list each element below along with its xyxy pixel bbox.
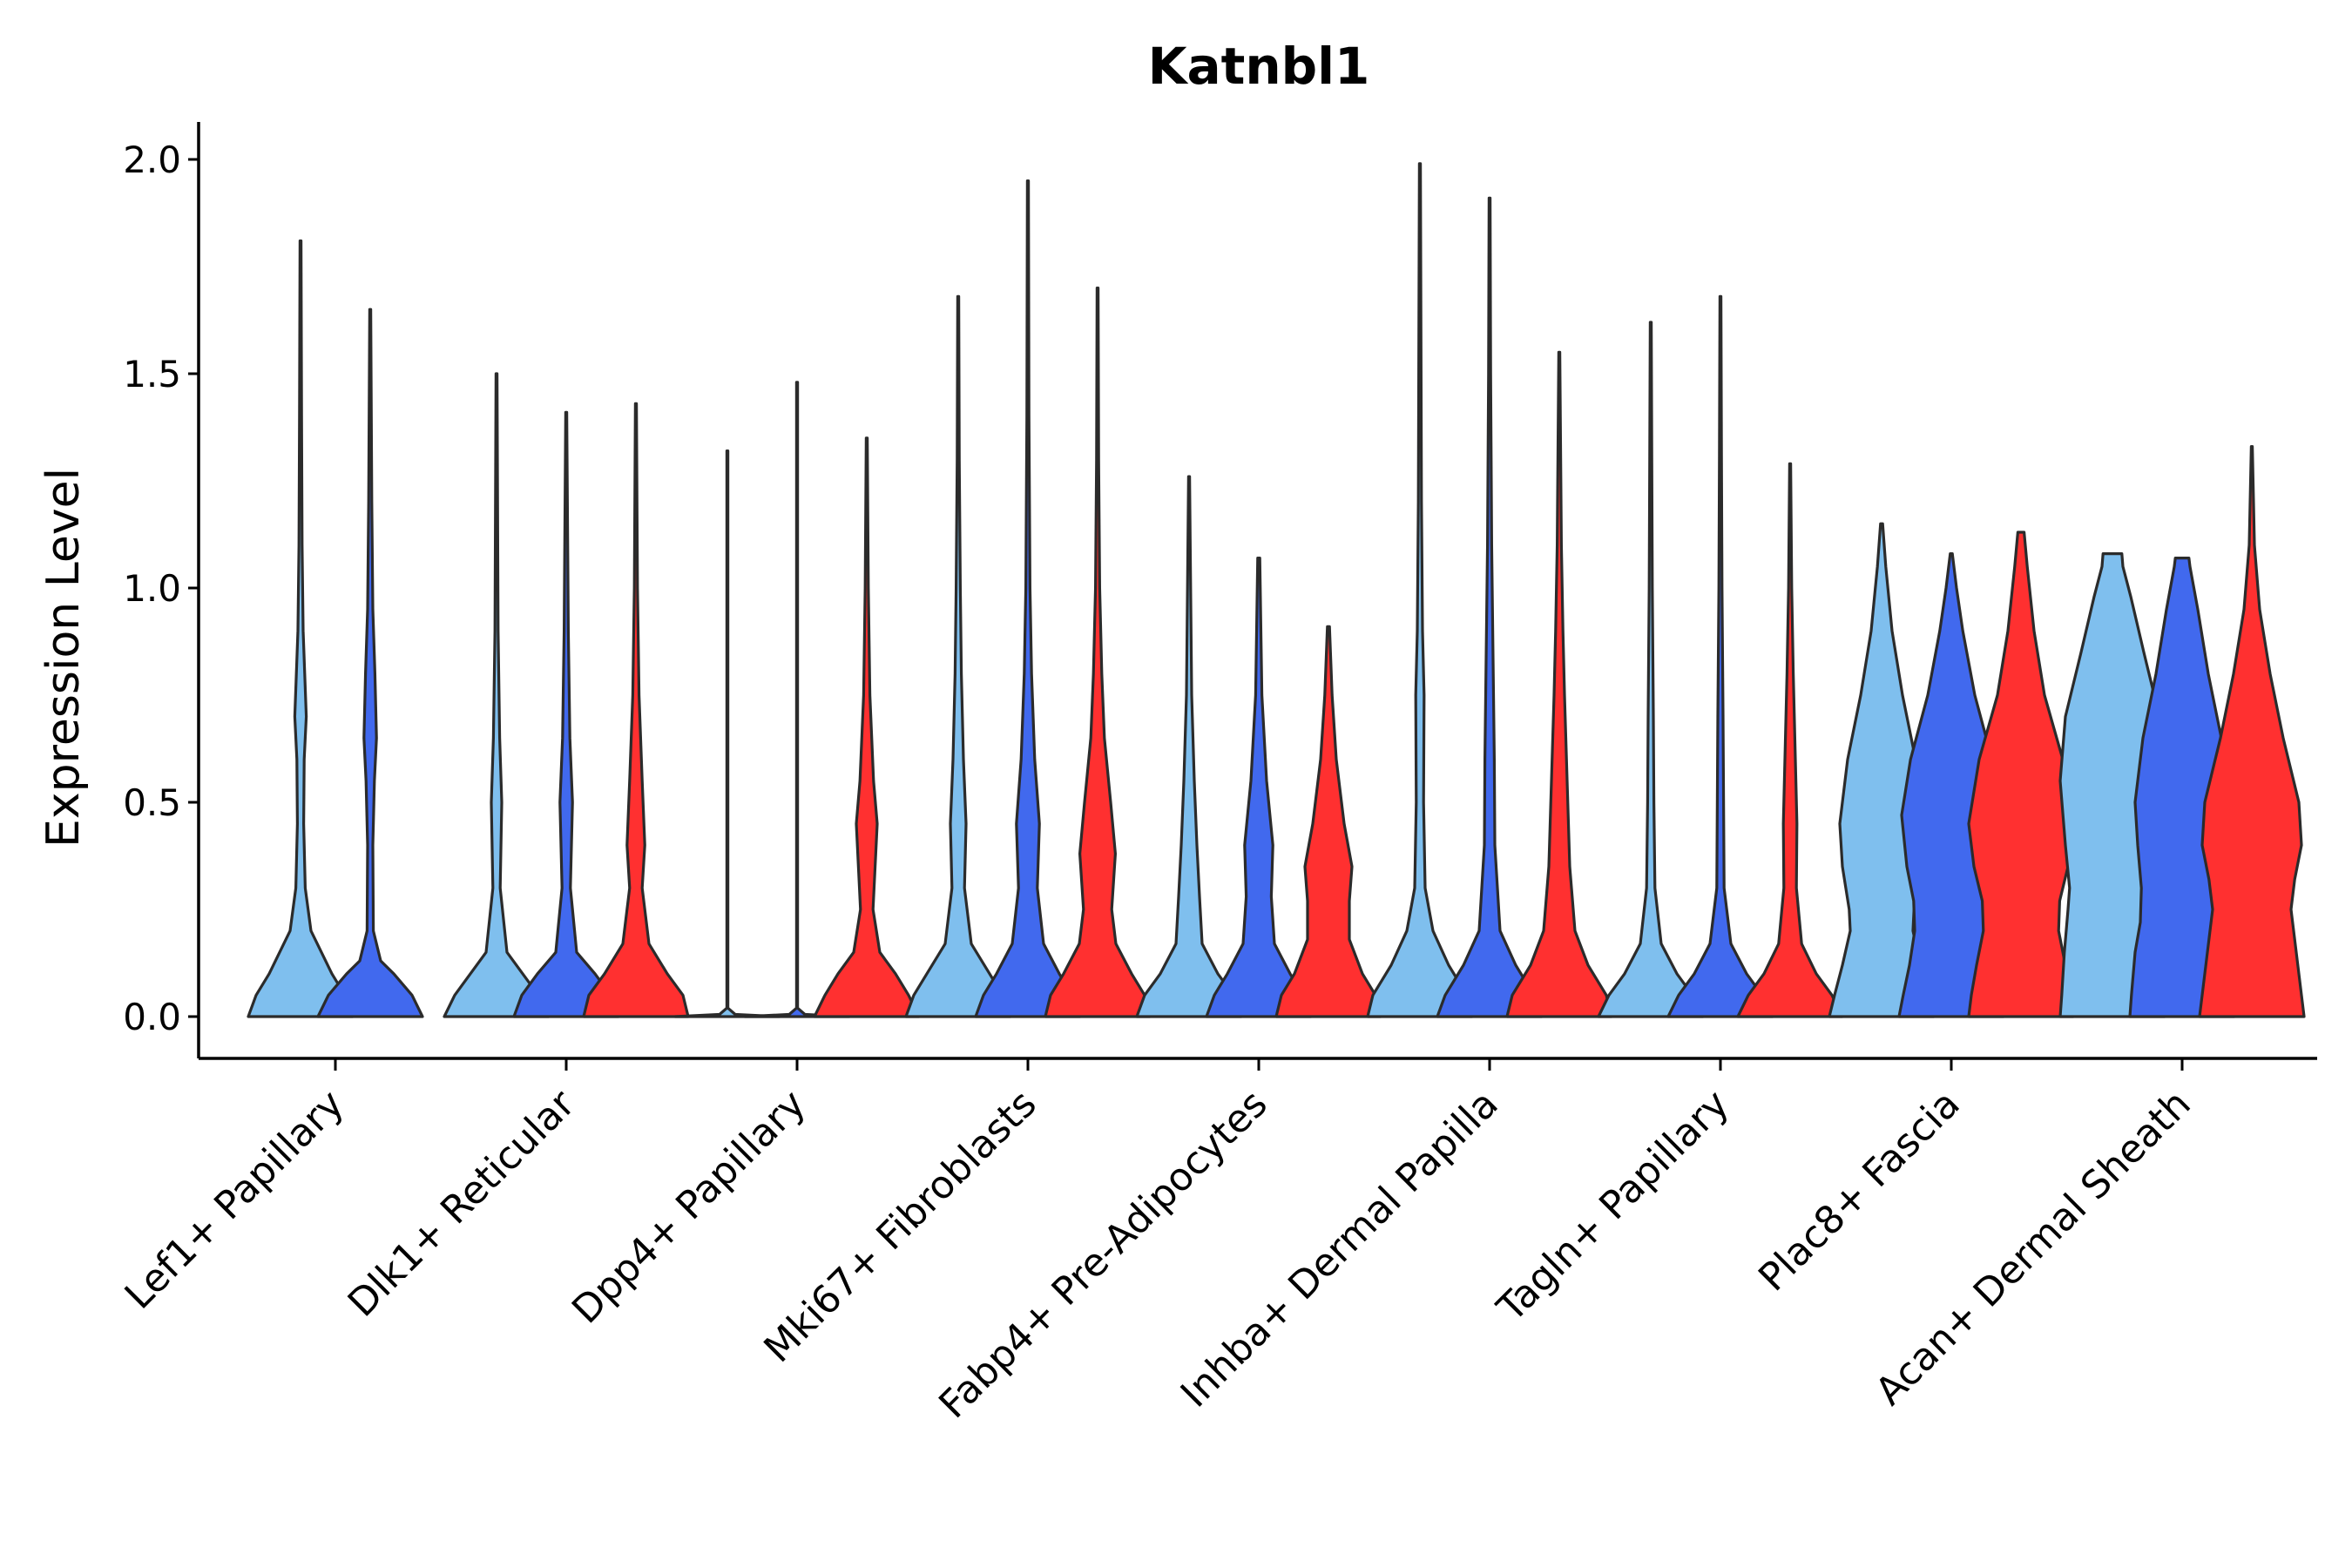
violin-4-2 xyxy=(974,179,1082,1018)
violin-5-3 xyxy=(1274,625,1382,1018)
violin-9-3 xyxy=(2198,445,2306,1018)
y-tick-label: 1.0 xyxy=(123,567,181,610)
violin-1-2 xyxy=(316,308,424,1018)
y-tick-label: 0.0 xyxy=(123,996,181,1038)
y-axis-label: Expression Level xyxy=(37,468,90,848)
violin-6-2 xyxy=(1436,196,1544,1018)
violin-6-3 xyxy=(1505,350,1613,1018)
violin-4-3 xyxy=(1044,287,1152,1018)
violin-8-3 xyxy=(1967,531,2075,1018)
x-tick-label: Tagln+ Papillary xyxy=(1489,1082,1738,1331)
x-tick-label: Lef1+ Papillary xyxy=(117,1082,353,1318)
violins-layer xyxy=(247,162,2306,1018)
violin-3-3 xyxy=(813,436,921,1018)
violin-5-1 xyxy=(1135,475,1243,1018)
violin-2-3 xyxy=(582,402,690,1018)
violin-5-2 xyxy=(1205,557,1313,1018)
x-tick-label: Dlk1+ Reticular xyxy=(340,1081,585,1326)
violin-3-2 xyxy=(743,381,851,1018)
violin-7-2 xyxy=(1666,294,1774,1018)
y-tick-label: 1.5 xyxy=(123,353,181,395)
violin-7-3 xyxy=(1736,462,1844,1018)
violin-1-1 xyxy=(247,239,355,1018)
violin-3-1 xyxy=(673,449,781,1018)
chart-title: Katnbl1 xyxy=(1148,37,1370,96)
violin-7-1 xyxy=(1597,321,1705,1018)
violin-2-2 xyxy=(512,410,620,1018)
y-axis: 0.0 0.5 1.0 1.5 2.0 xyxy=(123,122,200,1058)
y-tick-label: 0.5 xyxy=(123,781,181,824)
y-tick-label: 2.0 xyxy=(123,139,181,181)
violin-4-1 xyxy=(904,294,1012,1018)
x-tick-label: Plac8+ Fascia xyxy=(1750,1082,1969,1301)
x-tick-label: Dpp4+ Papillary xyxy=(564,1082,814,1333)
violin-6-1 xyxy=(1366,162,1474,1018)
violin-2-1 xyxy=(443,372,551,1018)
